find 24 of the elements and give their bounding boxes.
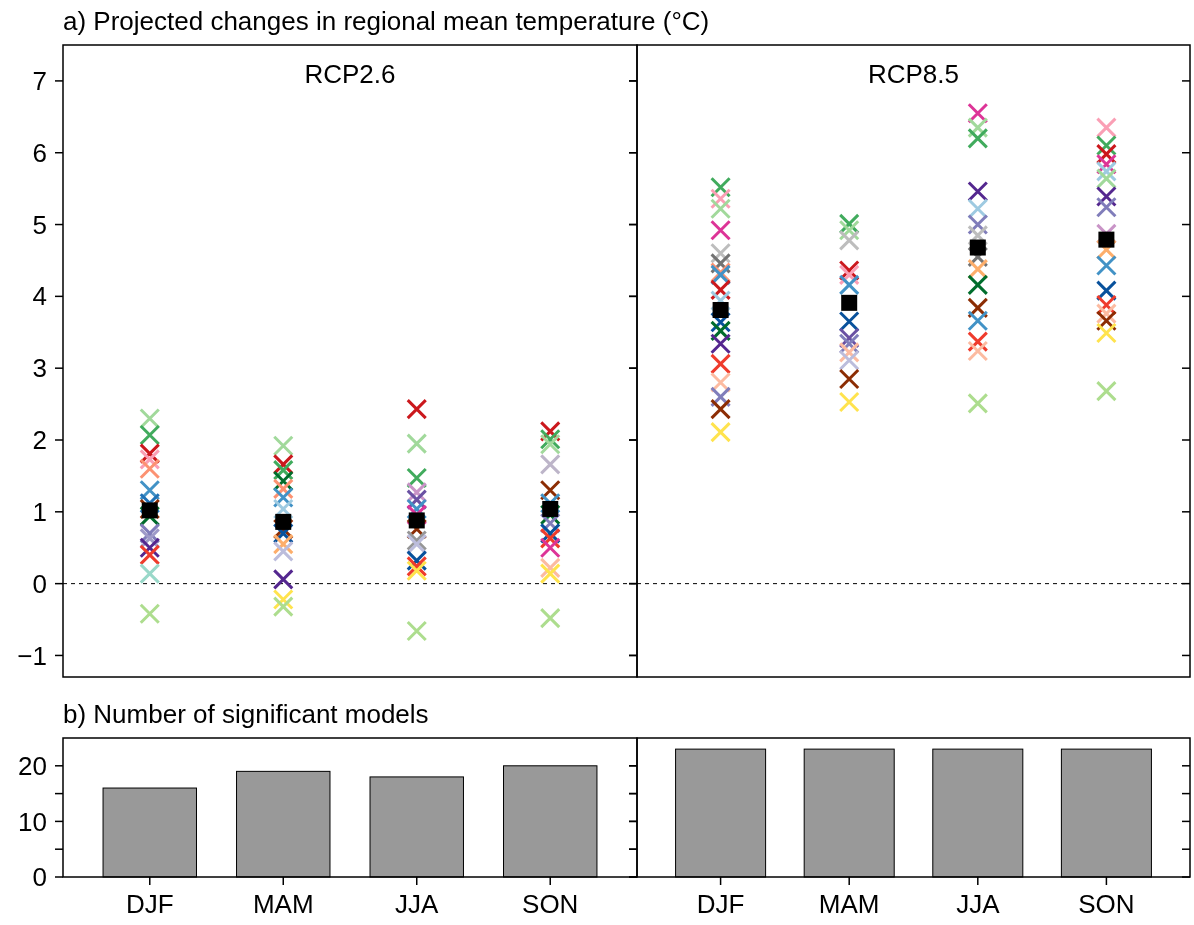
y-tick-label: 6 — [32, 137, 47, 168]
text: RCP2.6 — [304, 59, 396, 89]
y-tick-label: 0 — [32, 862, 47, 893]
y-tick-label: 5 — [32, 209, 47, 240]
x-tick-label: MAM — [818, 889, 880, 919]
chart-title: a) Projected changes in regional mean temperature (°C) — [63, 6, 710, 36]
y-tick-label: 2 — [32, 425, 47, 456]
x-tick-label: DJF — [125, 889, 174, 919]
chart-title: b) Number of significant models — [63, 699, 429, 729]
text: RCP8.5 — [867, 59, 960, 89]
y-tick-label: 10 — [18, 806, 47, 837]
y-tick-label: 7 — [32, 66, 47, 97]
x-tick-label: SON — [1078, 889, 1135, 919]
y-tick-label: −1 — [17, 640, 47, 671]
x-tick-label: DJF — [696, 889, 745, 919]
x-tick-label: SON — [522, 889, 579, 919]
x-tick-label: MAM — [252, 889, 314, 919]
x-tick-label: JJA — [395, 889, 440, 919]
x-tick-label: JJA — [956, 889, 1001, 919]
y-tick-label: 1 — [32, 496, 47, 527]
y-tick-label: 3 — [32, 353, 47, 384]
y-tick-label: 4 — [32, 281, 47, 312]
y-tick-label: 20 — [18, 750, 47, 781]
y-tick-label: 0 — [32, 568, 47, 599]
